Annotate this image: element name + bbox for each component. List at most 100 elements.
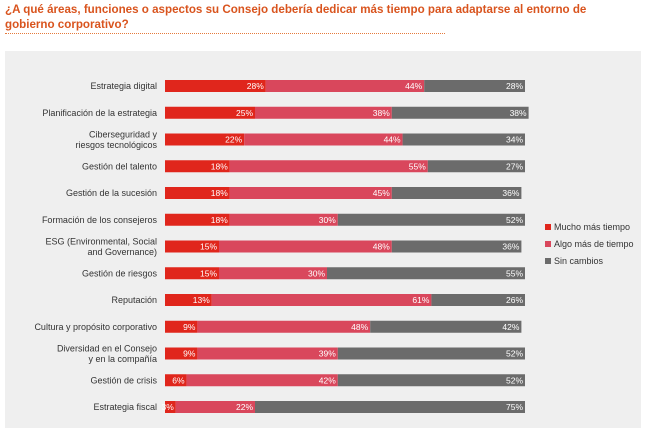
bar-segment xyxy=(165,213,230,226)
stacked-bar-chart: Estrategia digital 28% 44% 28% Planificación… xyxy=(34,80,634,413)
data-label: 22% xyxy=(225,135,242,145)
data-label: 28% xyxy=(247,81,264,91)
category-label: Estrategia fiscal xyxy=(93,402,157,412)
legend-swatch xyxy=(545,224,551,230)
bar-segment xyxy=(165,240,219,253)
category-label: y en la compañía xyxy=(88,354,157,364)
legend-swatch xyxy=(545,241,551,247)
bar-segment xyxy=(165,267,219,280)
category-label: Gestión de crisis xyxy=(90,375,157,385)
data-label: 26% xyxy=(506,295,523,305)
data-label: 45% xyxy=(373,188,390,198)
bar-segment xyxy=(229,187,392,199)
bar-segment xyxy=(424,80,525,92)
bar-segment xyxy=(175,401,255,413)
bar-segment xyxy=(427,160,525,173)
category-label: Gestión del talento xyxy=(82,161,157,171)
bar-segment xyxy=(165,160,230,173)
data-label: 39% xyxy=(319,349,336,359)
data-label: 38% xyxy=(373,108,390,118)
data-label: 52% xyxy=(506,375,523,385)
data-label: 28% xyxy=(506,81,523,91)
data-label: 36% xyxy=(502,188,519,198)
data-label: 36% xyxy=(502,242,519,252)
category-label: Gestión de riesgos xyxy=(82,268,158,278)
legend-label: Algo más de tiempo xyxy=(554,239,634,249)
bar-segment xyxy=(197,347,338,360)
data-label: 13% xyxy=(193,295,210,305)
data-label: 44% xyxy=(405,81,422,91)
bar-segment xyxy=(255,401,525,413)
legend-swatch xyxy=(545,258,551,264)
data-label: 3% xyxy=(162,402,175,412)
bar-segment xyxy=(165,401,176,413)
data-label: 18% xyxy=(211,161,228,171)
data-label: 42% xyxy=(319,375,336,385)
category-label: Cultura y propósito corporativo xyxy=(34,322,157,332)
data-label: 6% xyxy=(172,375,185,385)
data-label: 9% xyxy=(183,322,196,332)
data-label: 30% xyxy=(308,268,325,278)
bar-segment xyxy=(219,240,392,253)
legend-label: Mucho más tiempo xyxy=(554,222,630,232)
bar-segment xyxy=(337,213,525,226)
bar-segment xyxy=(219,267,327,280)
data-label: 22% xyxy=(236,402,253,412)
data-label: 34% xyxy=(506,135,523,145)
bar-segment xyxy=(265,80,425,92)
bar-segment xyxy=(337,374,525,387)
legend-label: Sin cambios xyxy=(554,256,604,266)
data-label: 25% xyxy=(236,108,253,118)
chart-title: ¿A qué áreas, funciones o aspectos su Co… xyxy=(5,3,587,31)
data-label: 27% xyxy=(506,161,523,171)
data-label: 52% xyxy=(506,349,523,359)
bar-segment xyxy=(165,106,255,119)
title-divider xyxy=(5,33,445,34)
data-label: 18% xyxy=(211,215,228,225)
data-label: 61% xyxy=(412,295,429,305)
bar-segment xyxy=(165,294,212,306)
bar-segment xyxy=(165,187,230,199)
category-label: Planificación de la estrategia xyxy=(42,108,157,118)
bar-segment xyxy=(327,267,525,280)
data-label: 15% xyxy=(200,242,217,252)
bar-segment xyxy=(244,133,403,146)
data-label: 38% xyxy=(510,108,527,118)
bar-segment xyxy=(165,320,198,333)
bar-segment xyxy=(165,80,266,92)
bar-segment xyxy=(337,347,525,360)
category-label: Diversidad en el Consejo xyxy=(57,343,157,353)
category-label: Ciberseguridad y xyxy=(89,129,158,139)
bar-segment xyxy=(431,294,525,306)
data-label: 55% xyxy=(409,161,426,171)
category-label: ESG (Environmental, Social xyxy=(45,236,157,246)
chart-panel: Estrategia digital 28% 44% 28% Planificación… xyxy=(5,51,641,428)
data-label: 9% xyxy=(183,349,196,359)
category-label: Reputación xyxy=(111,295,157,305)
data-label: 75% xyxy=(506,402,523,412)
category-label: Estrategia digital xyxy=(90,81,157,91)
data-label: 30% xyxy=(319,215,336,225)
data-label: 52% xyxy=(506,215,523,225)
bar-segment xyxy=(391,240,522,253)
bar-segment xyxy=(229,160,428,173)
category-label: riesgos tecnológicos xyxy=(75,140,157,150)
category-label: and Governance) xyxy=(87,247,157,257)
bar-segment xyxy=(165,347,198,360)
category-label: Gestión de la sucesión xyxy=(66,188,157,198)
bar-segment xyxy=(391,187,522,199)
bar-segment xyxy=(197,320,371,333)
data-label: 44% xyxy=(384,135,401,145)
bar-segment xyxy=(211,294,432,306)
data-label: 55% xyxy=(506,268,523,278)
bar-segment xyxy=(255,106,392,119)
bar-segment xyxy=(186,374,338,387)
bar-segment xyxy=(165,133,245,146)
data-label: 48% xyxy=(373,242,390,252)
bar-segment xyxy=(229,213,338,226)
category-label: Formación de los consejeros xyxy=(42,215,158,225)
data-label: 15% xyxy=(200,268,217,278)
bar-segment xyxy=(402,133,525,146)
bar-segment xyxy=(391,106,529,119)
data-label: 18% xyxy=(211,188,228,198)
